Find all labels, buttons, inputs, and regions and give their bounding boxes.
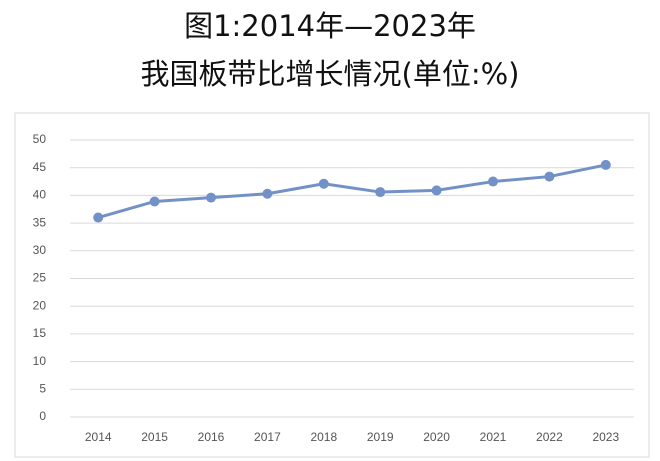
data-point <box>488 176 498 187</box>
chart-subtitle: 我国板带比增长情况(单位:%) <box>141 57 520 91</box>
y-tick-label: 35 <box>33 215 47 229</box>
y-tick-label: 5 <box>39 381 46 395</box>
x-tick-label: 2017 <box>254 430 281 444</box>
data-point <box>262 188 273 199</box>
chart-frame <box>14 112 650 458</box>
data-point <box>149 196 160 207</box>
y-tick-label: 50 <box>33 132 47 146</box>
x-tick-label: 2018 <box>310 430 337 444</box>
x-tick-label: 2019 <box>367 430 394 444</box>
y-tick-label: 45 <box>33 160 47 174</box>
x-tick-label: 2014 <box>85 430 112 444</box>
data-point <box>318 178 329 189</box>
x-tick-label: 2022 <box>536 430 563 444</box>
data-point <box>544 171 555 182</box>
x-tick-label: 2016 <box>198 430 225 444</box>
data-point <box>600 159 611 170</box>
x-tick-label: 2021 <box>480 430 507 444</box>
x-tick-label: 2015 <box>141 430 168 444</box>
chart-title: 图1:2014年—2023年 <box>184 9 476 43</box>
x-tick-label: 2023 <box>592 430 619 444</box>
data-line <box>97 163 607 220</box>
y-tick-label: 30 <box>33 243 47 257</box>
data-point <box>431 185 442 196</box>
y-tick-label: 15 <box>33 326 47 340</box>
data-point <box>93 212 104 223</box>
data-point <box>375 187 386 198</box>
x-tick-label: 2020 <box>423 430 450 444</box>
y-tick-label: 20 <box>33 298 47 312</box>
y-tick-label: 40 <box>33 188 47 202</box>
data-point <box>206 192 216 203</box>
y-tick-label: 25 <box>33 271 47 285</box>
y-tick-label: 0 <box>39 409 46 423</box>
y-tick-label: 10 <box>33 354 47 368</box>
